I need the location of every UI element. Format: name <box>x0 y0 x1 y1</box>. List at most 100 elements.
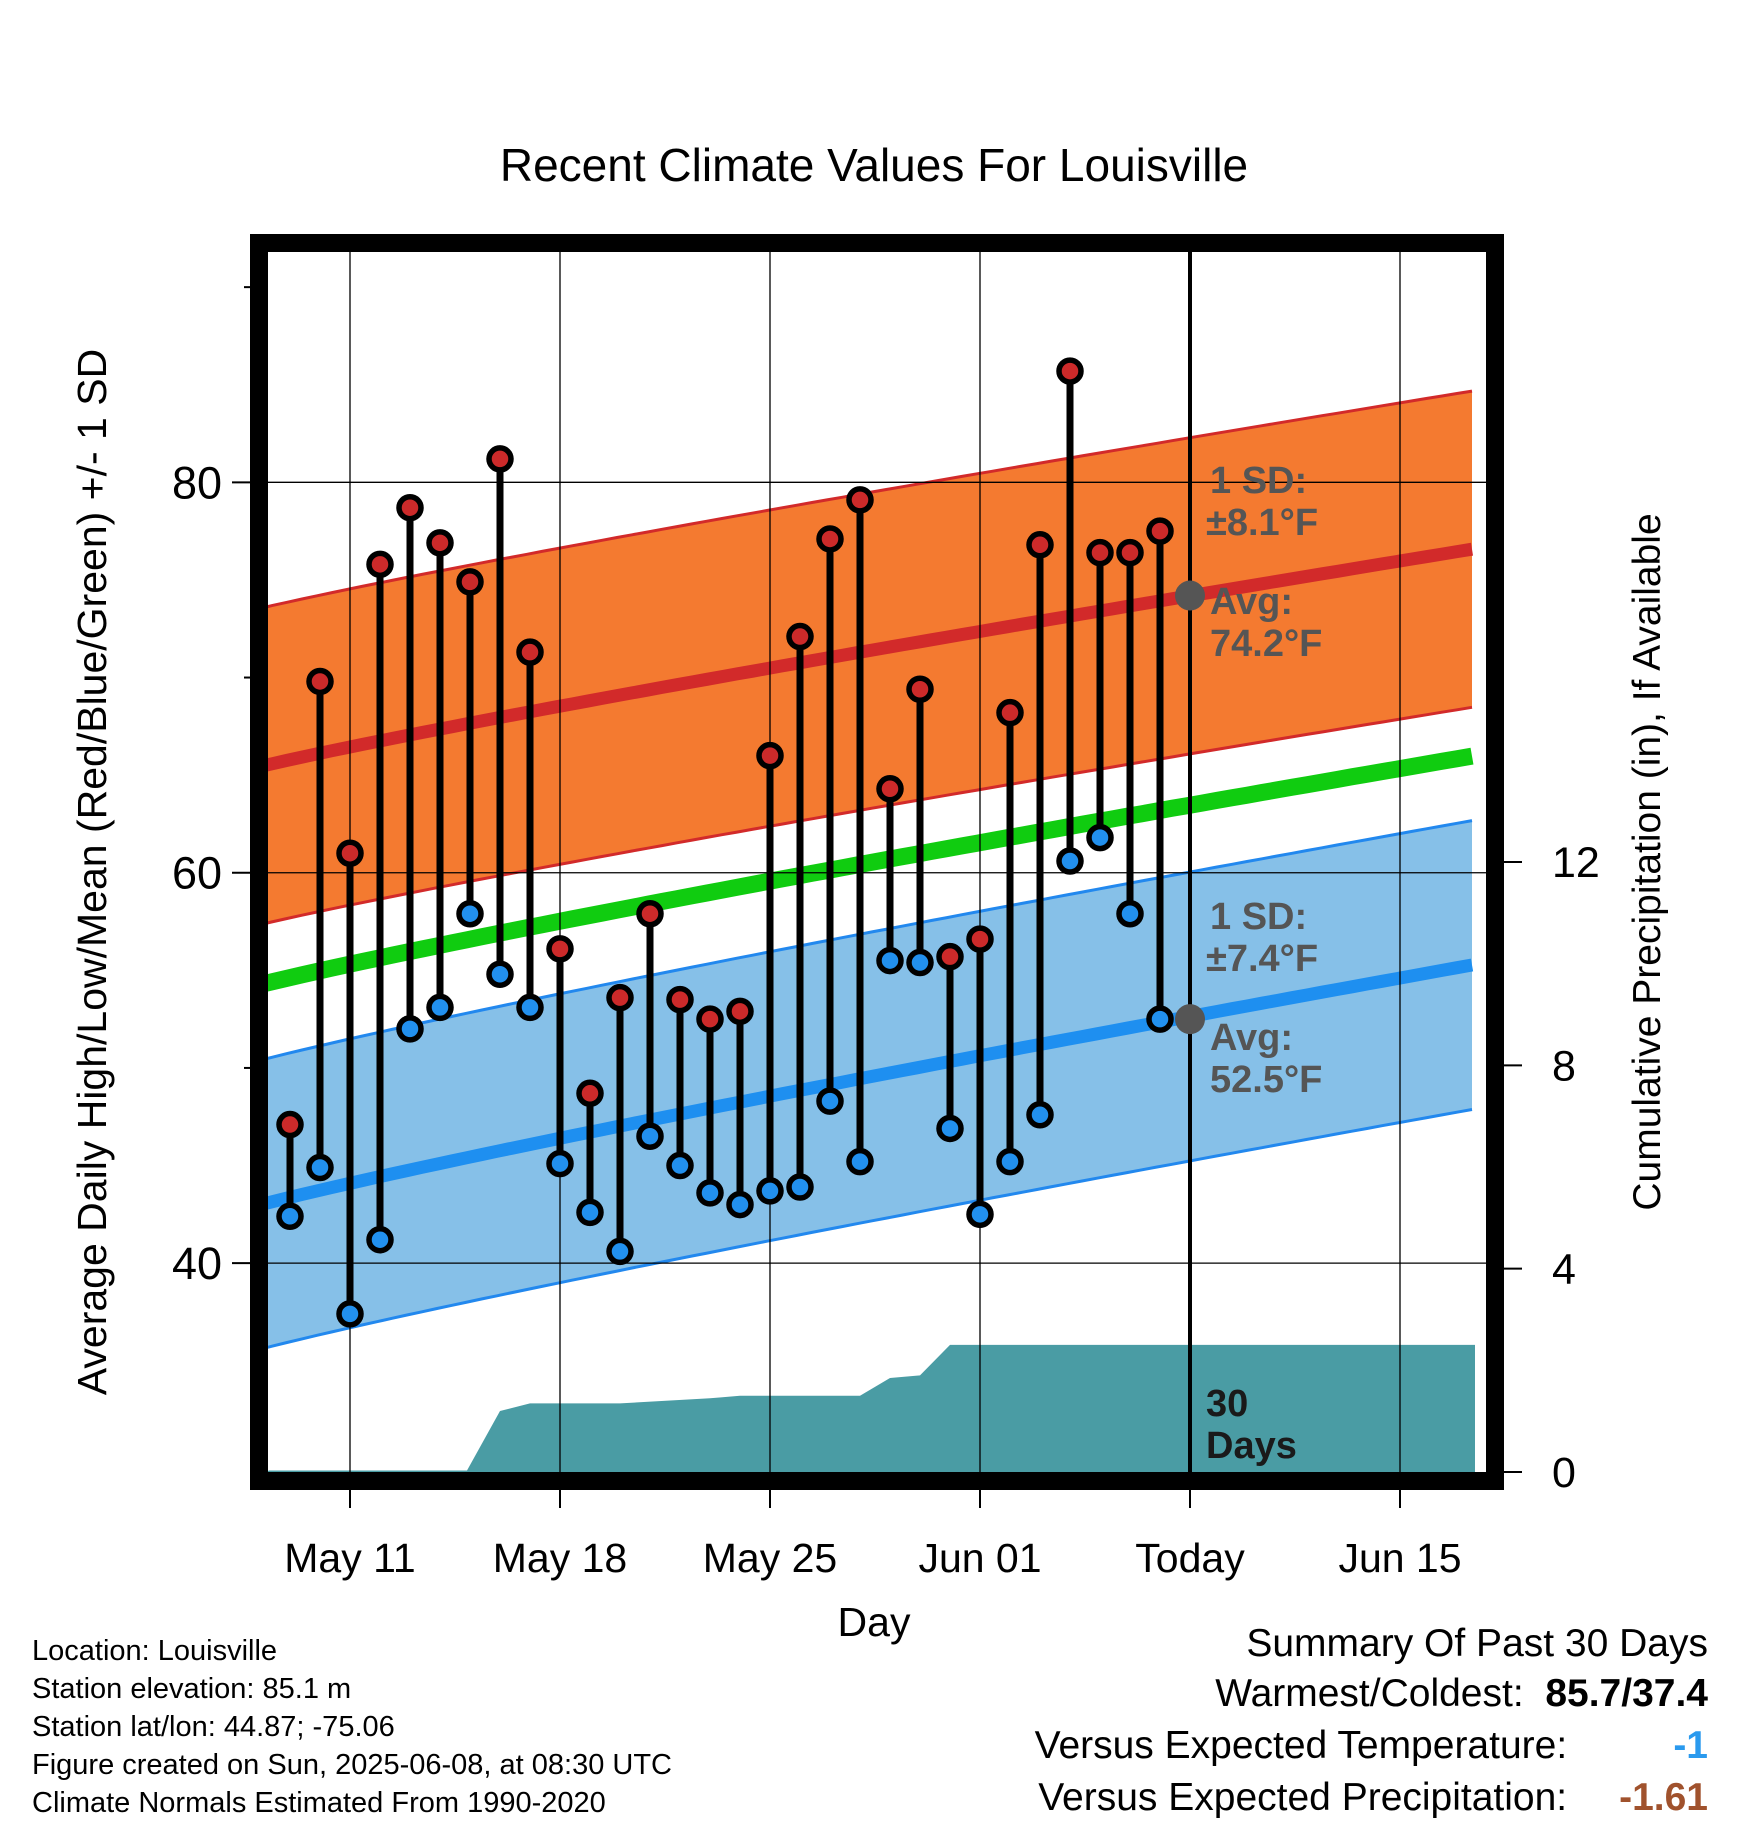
x-tick-label: May 25 <box>703 1535 837 1581</box>
daily-low-point <box>366 1225 394 1254</box>
station-info: Location: Louisville Station elevation: … <box>32 1632 672 1822</box>
y2-tick-label: 8 <box>1552 1042 1576 1090</box>
daily-low-point <box>756 1177 784 1205</box>
low-band-upper-edge <box>268 819 1473 1060</box>
daily-high-point <box>606 983 634 1012</box>
x-tick-label: Jun 15 <box>1338 1535 1461 1581</box>
summary-panel: Summary Of Past 30 Days Warmest/Coldest:… <box>1035 1620 1708 1824</box>
x-tick-label: May 11 <box>284 1535 415 1581</box>
daily-low-point <box>846 1147 874 1176</box>
y-axis-title: Average Daily High/Low/Mean (Red/Blue/Gr… <box>69 349 115 1395</box>
daily-high-point <box>696 1005 724 1033</box>
daily-low-point <box>486 960 514 988</box>
x-tick-label: Jun 01 <box>918 1535 1041 1581</box>
low-average-line <box>268 958 1474 1210</box>
daily-high-point <box>636 899 664 928</box>
daily-high-point <box>966 925 994 953</box>
summary-title: Summary Of Past 30 Days <box>1246 1622 1708 1665</box>
warmest-coldest-value: 85.7/37.4 <box>1545 1672 1708 1715</box>
plot-frame <box>250 234 1504 1490</box>
low-avg-value: 52.5°F <box>1210 1059 1322 1101</box>
daily-high-point <box>396 493 424 522</box>
window-days-label: Days <box>1206 1425 1297 1467</box>
daily-low-point <box>576 1198 604 1227</box>
daily-high-point <box>876 775 904 803</box>
daily-high-point <box>1116 538 1144 567</box>
y-tick-label: 40 <box>172 1238 222 1289</box>
precipitation-area <box>268 1344 1475 1472</box>
high-band-lower-edge <box>268 705 1473 925</box>
low-avg-label: Avg: <box>1210 1017 1293 1059</box>
temperature-departure-label: Versus Expected Temperature: <box>1034 1724 1568 1767</box>
daily-low-point <box>786 1173 814 1201</box>
daily-high-point <box>756 741 784 770</box>
low-sd-label: 1 SD: <box>1210 896 1307 938</box>
daily-low-point <box>1086 823 1114 852</box>
daily-low-point <box>606 1237 634 1266</box>
high-sd-label: 1 SD: <box>1210 460 1307 502</box>
daily-high-point <box>516 638 544 666</box>
daily-low-point <box>816 1087 844 1115</box>
daily-low-point <box>276 1202 304 1231</box>
daily-high-point <box>726 997 754 1026</box>
temperature-departure-row: Versus Expected Temperature: -1 <box>1035 1720 1708 1772</box>
daily-high-point <box>486 445 514 473</box>
high-avg-label: Avg: <box>1210 581 1293 623</box>
elevation-text: Station elevation: 85.1 m <box>32 1673 352 1705</box>
created-text: Figure created on Sun, 2025-06-08, at 08… <box>32 1749 672 1781</box>
daily-low-point <box>306 1153 334 1182</box>
y-tick-label: 60 <box>172 848 222 899</box>
high-avg-value: 74.2°F <box>1210 623 1322 665</box>
daily-high-point <box>336 839 364 867</box>
daily-low-point <box>516 993 544 1022</box>
y2-axis-title: Cumulative Precipitation (in), If Availa… <box>1626 513 1669 1210</box>
y2-tick-label: 0 <box>1552 1449 1576 1497</box>
daily-high-point <box>1026 531 1054 559</box>
daily-low-point <box>726 1190 754 1219</box>
low-sd-band <box>268 820 1472 1348</box>
today-low-average-dot <box>1175 1004 1205 1035</box>
daily-low-point <box>876 946 904 975</box>
daily-low-point <box>906 948 934 977</box>
latlon-text: Station lat/lon: 44.87; -75.06 <box>32 1711 395 1743</box>
daily-low-point <box>996 1147 1024 1176</box>
precipitation-departure-row: Versus Expected Precipitation: -1.61 <box>1035 1772 1708 1824</box>
normals-text: Climate Normals Estimated From 1990-2020 <box>32 1787 606 1819</box>
daily-high-point <box>426 529 454 557</box>
daily-high-point <box>786 622 814 651</box>
low-band-lower-edge <box>268 1108 1473 1349</box>
x-tick-label: May 18 <box>493 1535 627 1581</box>
daily-low-point <box>696 1179 724 1207</box>
daily-low-point <box>1056 847 1084 875</box>
daily-high-point <box>276 1110 304 1139</box>
x-tick-label: Today <box>1135 1535 1245 1581</box>
daily-low-point <box>336 1300 364 1328</box>
daily-high-point <box>1146 517 1174 545</box>
daily-high-point <box>906 675 934 703</box>
daily-low-point <box>396 1015 424 1043</box>
daily-low-point <box>1026 1101 1054 1129</box>
daily-high-point <box>666 985 694 1014</box>
daily-high-point <box>996 698 1024 727</box>
temperature-departure-value: -1 <box>1673 1724 1708 1767</box>
y2-tick-label: 4 <box>1552 1246 1576 1294</box>
high-sd-value: ±8.1°F <box>1206 502 1318 544</box>
daily-high-point <box>816 525 844 553</box>
daily-low-point <box>456 899 484 928</box>
daily-high-point <box>936 942 964 971</box>
daily-low-point <box>1146 1005 1174 1033</box>
daily-low-point <box>546 1149 574 1178</box>
window-days-number: 30 <box>1206 1383 1248 1425</box>
warmest-coldest-label: Warmest/Coldest: <box>1215 1672 1524 1715</box>
chart-title: Recent Climate Values For Louisville <box>500 139 1248 191</box>
today-high-average-dot <box>1175 580 1205 611</box>
y2-tick-label: 12 <box>1552 839 1600 887</box>
daily-high-point <box>546 935 574 963</box>
daily-low-point <box>966 1200 994 1229</box>
daily-temperature-marks <box>276 242 1205 1472</box>
daily-low-point <box>636 1122 664 1151</box>
daily-low-point <box>426 993 454 1022</box>
daily-high-point <box>366 550 394 579</box>
